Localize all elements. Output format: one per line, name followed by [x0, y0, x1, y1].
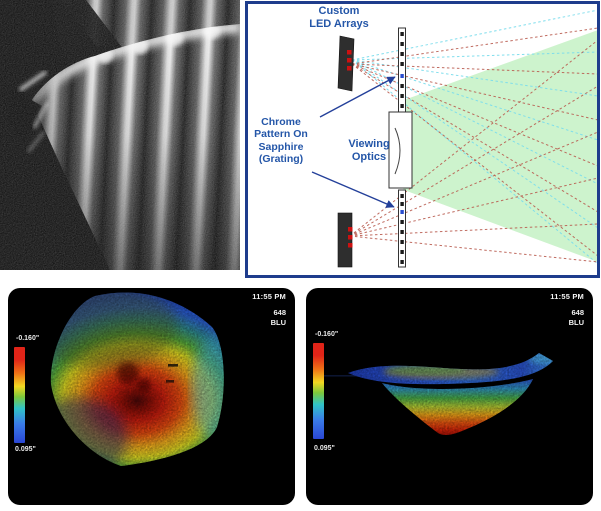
- fringe-projection-photo: [0, 0, 240, 270]
- height-map-side-view: [314, 353, 553, 436]
- arrow-to-top-grating: [319, 76, 396, 118]
- reading-value: 648: [273, 308, 286, 317]
- label-chrome-pattern-grating: Chrome Pattern On Sapphire (Grating): [254, 116, 308, 166]
- viewing-optics-element: [388, 111, 413, 189]
- grating-bottom: [398, 189, 406, 268]
- channel-label: BLU: [270, 318, 286, 327]
- scale-min-label: 0.095": [15, 446, 36, 453]
- scale-max-label: -0.160": [16, 335, 40, 342]
- panel-readouts: 11:55 PM 648 BLU: [550, 292, 584, 327]
- measurement-panel-front-view: -0.160" 0.095" 11:55 PM 648 BLU: [8, 288, 295, 505]
- led-array-bottom: [337, 212, 353, 268]
- scale-max-label: -0.160": [315, 331, 339, 338]
- label-viewing-optics: Viewing Optics: [348, 138, 390, 163]
- scale-min-label: 0.095": [314, 445, 335, 452]
- viewing-cone: [389, 30, 598, 262]
- height-map-front-view: [50, 292, 224, 466]
- color-scale-bar: [313, 343, 324, 439]
- grating-top: [398, 27, 406, 114]
- schematic-drawing: [311, 9, 599, 268]
- led-rays: [349, 9, 599, 265]
- optical-schematic: Custom LED Arrays Chrome Pattern On Sapp…: [245, 1, 600, 278]
- measurement-panel-side-view: -0.160" 0.095" 11:55 PM 648 BLU: [306, 288, 593, 505]
- channel-label: BLU: [568, 318, 584, 327]
- timestamp: 11:55 PM: [550, 292, 584, 301]
- color-scale-bar: [14, 347, 25, 443]
- panel-readouts: 11:55 PM 648 BLU: [252, 292, 286, 327]
- baseline-trace: [314, 375, 372, 377]
- led-array-top: [337, 35, 355, 92]
- reading-value: 648: [571, 308, 584, 317]
- label-custom-led-arrays: Custom LED Arrays: [309, 5, 369, 30]
- photo-film-grain: [0, 0, 240, 270]
- timestamp: 11:55 PM: [252, 292, 286, 301]
- arrow-to-bottom-grating: [311, 171, 395, 208]
